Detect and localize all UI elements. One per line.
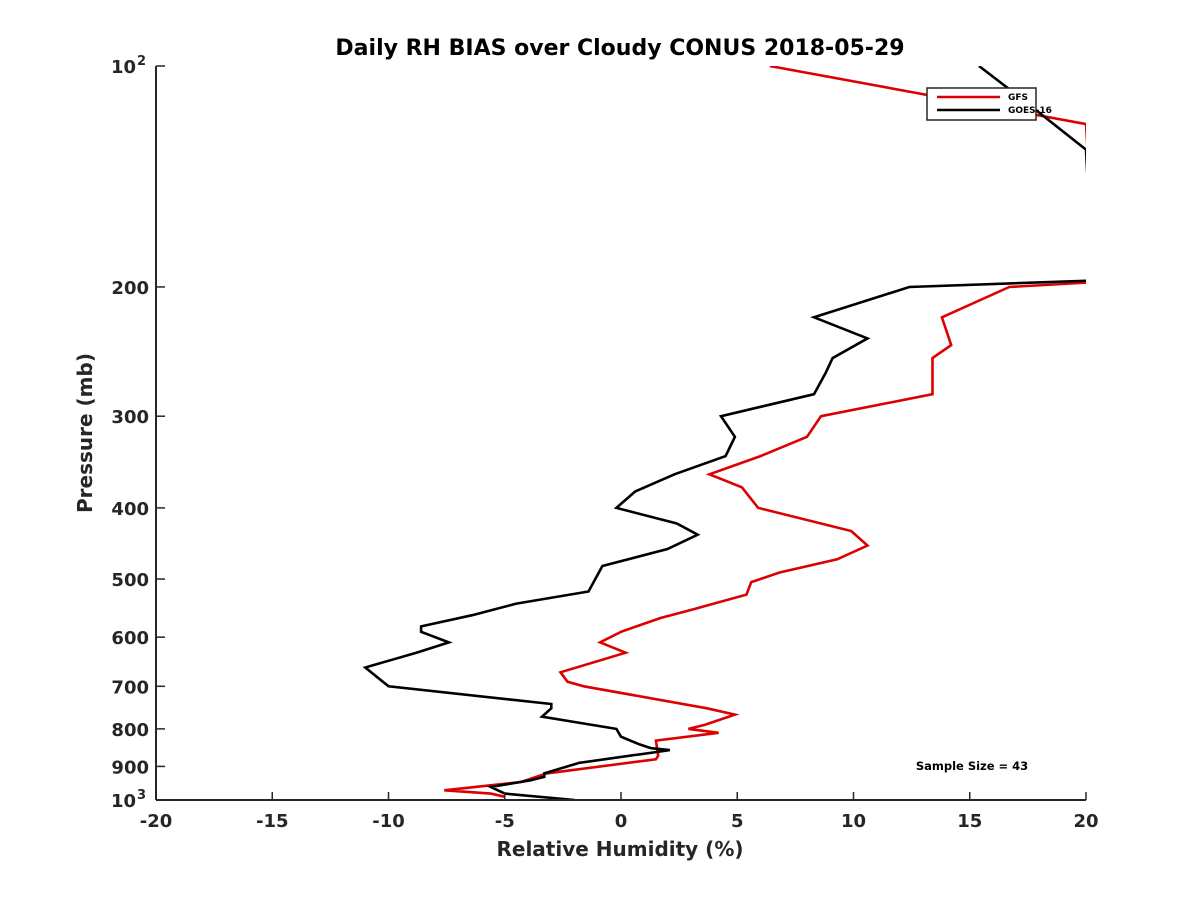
x-tick-label: -20 <box>140 811 173 832</box>
x-tick-label: -10 <box>372 811 405 832</box>
legend-label-goes-16: GOES-16 <box>1008 106 1052 116</box>
y-axis-label: Pressure (mb) <box>73 353 97 513</box>
series-line-goes-16 <box>362 66 1086 800</box>
y-tick-label: 10 <box>111 57 136 78</box>
x-axis-label: Relative Humidity (%) <box>496 837 743 861</box>
y-tick-label: 600 <box>111 628 149 649</box>
y-tick-label: 500 <box>111 570 149 591</box>
y-tick-label: 200 <box>111 278 149 299</box>
legend-box <box>926 87 1037 121</box>
y-tick-label: 700 <box>111 677 149 698</box>
y-tick-label-exponent: 3 <box>137 788 146 803</box>
y-tick-label-exponent: 2 <box>137 54 146 69</box>
y-tick-label: 400 <box>111 499 149 520</box>
legend-label-gfs: GFS <box>1008 93 1028 103</box>
x-tick-label: 0 <box>615 811 628 832</box>
series-line-gfs <box>444 66 1086 799</box>
y-tick-label: 900 <box>111 757 149 778</box>
y-tick-label: 10 <box>111 791 136 812</box>
legend: GFS GOES-16 <box>926 87 1052 121</box>
plot-area <box>362 66 1086 800</box>
x-tick-label: 20 <box>1073 811 1098 832</box>
sample-size-annotation: Sample Size = 43 <box>916 759 1028 773</box>
x-tick-label: -5 <box>495 811 515 832</box>
y-tick-label: 300 <box>111 407 149 428</box>
x-tick-label: -15 <box>256 811 289 832</box>
x-tick-label: 5 <box>731 811 744 832</box>
x-tick-label: 10 <box>841 811 866 832</box>
chart-title: Daily RH BIAS over Cloudy CONUS 2018-05-… <box>335 36 904 61</box>
x-tick-label: 15 <box>957 811 982 832</box>
y-tick-label: 800 <box>111 720 149 741</box>
